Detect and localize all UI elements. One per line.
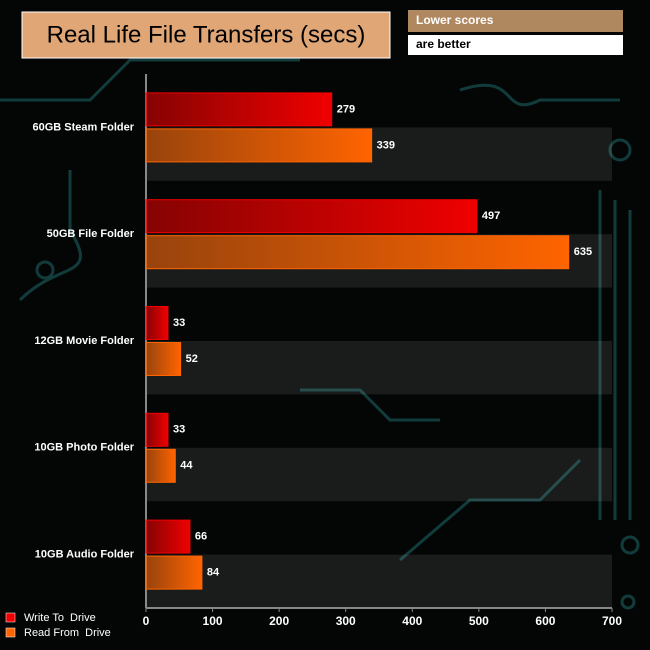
chart-title: Real Life File Transfers (secs) xyxy=(47,21,366,48)
category-label: 60GB Steam Folder xyxy=(33,121,135,133)
value-label: 279 xyxy=(337,103,355,115)
value-label: 497 xyxy=(482,210,500,222)
value-label: 84 xyxy=(207,567,220,579)
x-tick-label: 600 xyxy=(535,614,555,628)
x-tick-label: 0 xyxy=(143,614,150,628)
value-label: 66 xyxy=(195,531,207,543)
note-box xyxy=(408,10,623,32)
bar xyxy=(145,448,176,483)
legend-label: Read From Drive xyxy=(24,627,111,639)
x-tick-label: 100 xyxy=(203,614,223,628)
x-tick-label: 300 xyxy=(336,614,356,628)
note-box xyxy=(408,35,623,55)
band-shade xyxy=(146,554,612,608)
legend-label: Write To Drive xyxy=(24,612,96,624)
value-label: 635 xyxy=(574,246,592,258)
band-shade xyxy=(146,341,612,395)
title-box xyxy=(21,11,391,59)
category-label: 10GB Photo Folder xyxy=(34,442,134,454)
x-tick-label: 500 xyxy=(469,614,489,628)
bar xyxy=(145,128,373,163)
bar xyxy=(145,92,333,127)
circuit-decor xyxy=(0,58,640,610)
bar xyxy=(145,235,570,270)
bar xyxy=(145,306,169,340)
category-label: 50GB File Folder xyxy=(47,228,135,240)
legend-swatch xyxy=(5,612,16,623)
value-label: 33 xyxy=(173,424,185,436)
bar xyxy=(145,519,191,554)
value-label: 339 xyxy=(377,139,395,151)
annotation: are better xyxy=(416,37,471,51)
x-tick-label: 700 xyxy=(602,614,622,628)
legend-swatch xyxy=(5,627,16,638)
value-label: 44 xyxy=(180,460,193,472)
x-tick-label: 200 xyxy=(269,614,289,628)
band-shade xyxy=(146,447,612,502)
bar xyxy=(145,342,182,376)
value-label: 52 xyxy=(186,353,198,365)
value-label: 33 xyxy=(173,317,185,329)
x-tick-label: 400 xyxy=(402,614,422,628)
bar xyxy=(145,199,478,234)
category-label: 10GB Audio Folder xyxy=(35,549,135,561)
bar xyxy=(145,555,203,590)
category-label: 12GB Movie Folder xyxy=(34,335,134,347)
annotation: Lower scores xyxy=(416,13,494,27)
bar xyxy=(145,412,169,447)
